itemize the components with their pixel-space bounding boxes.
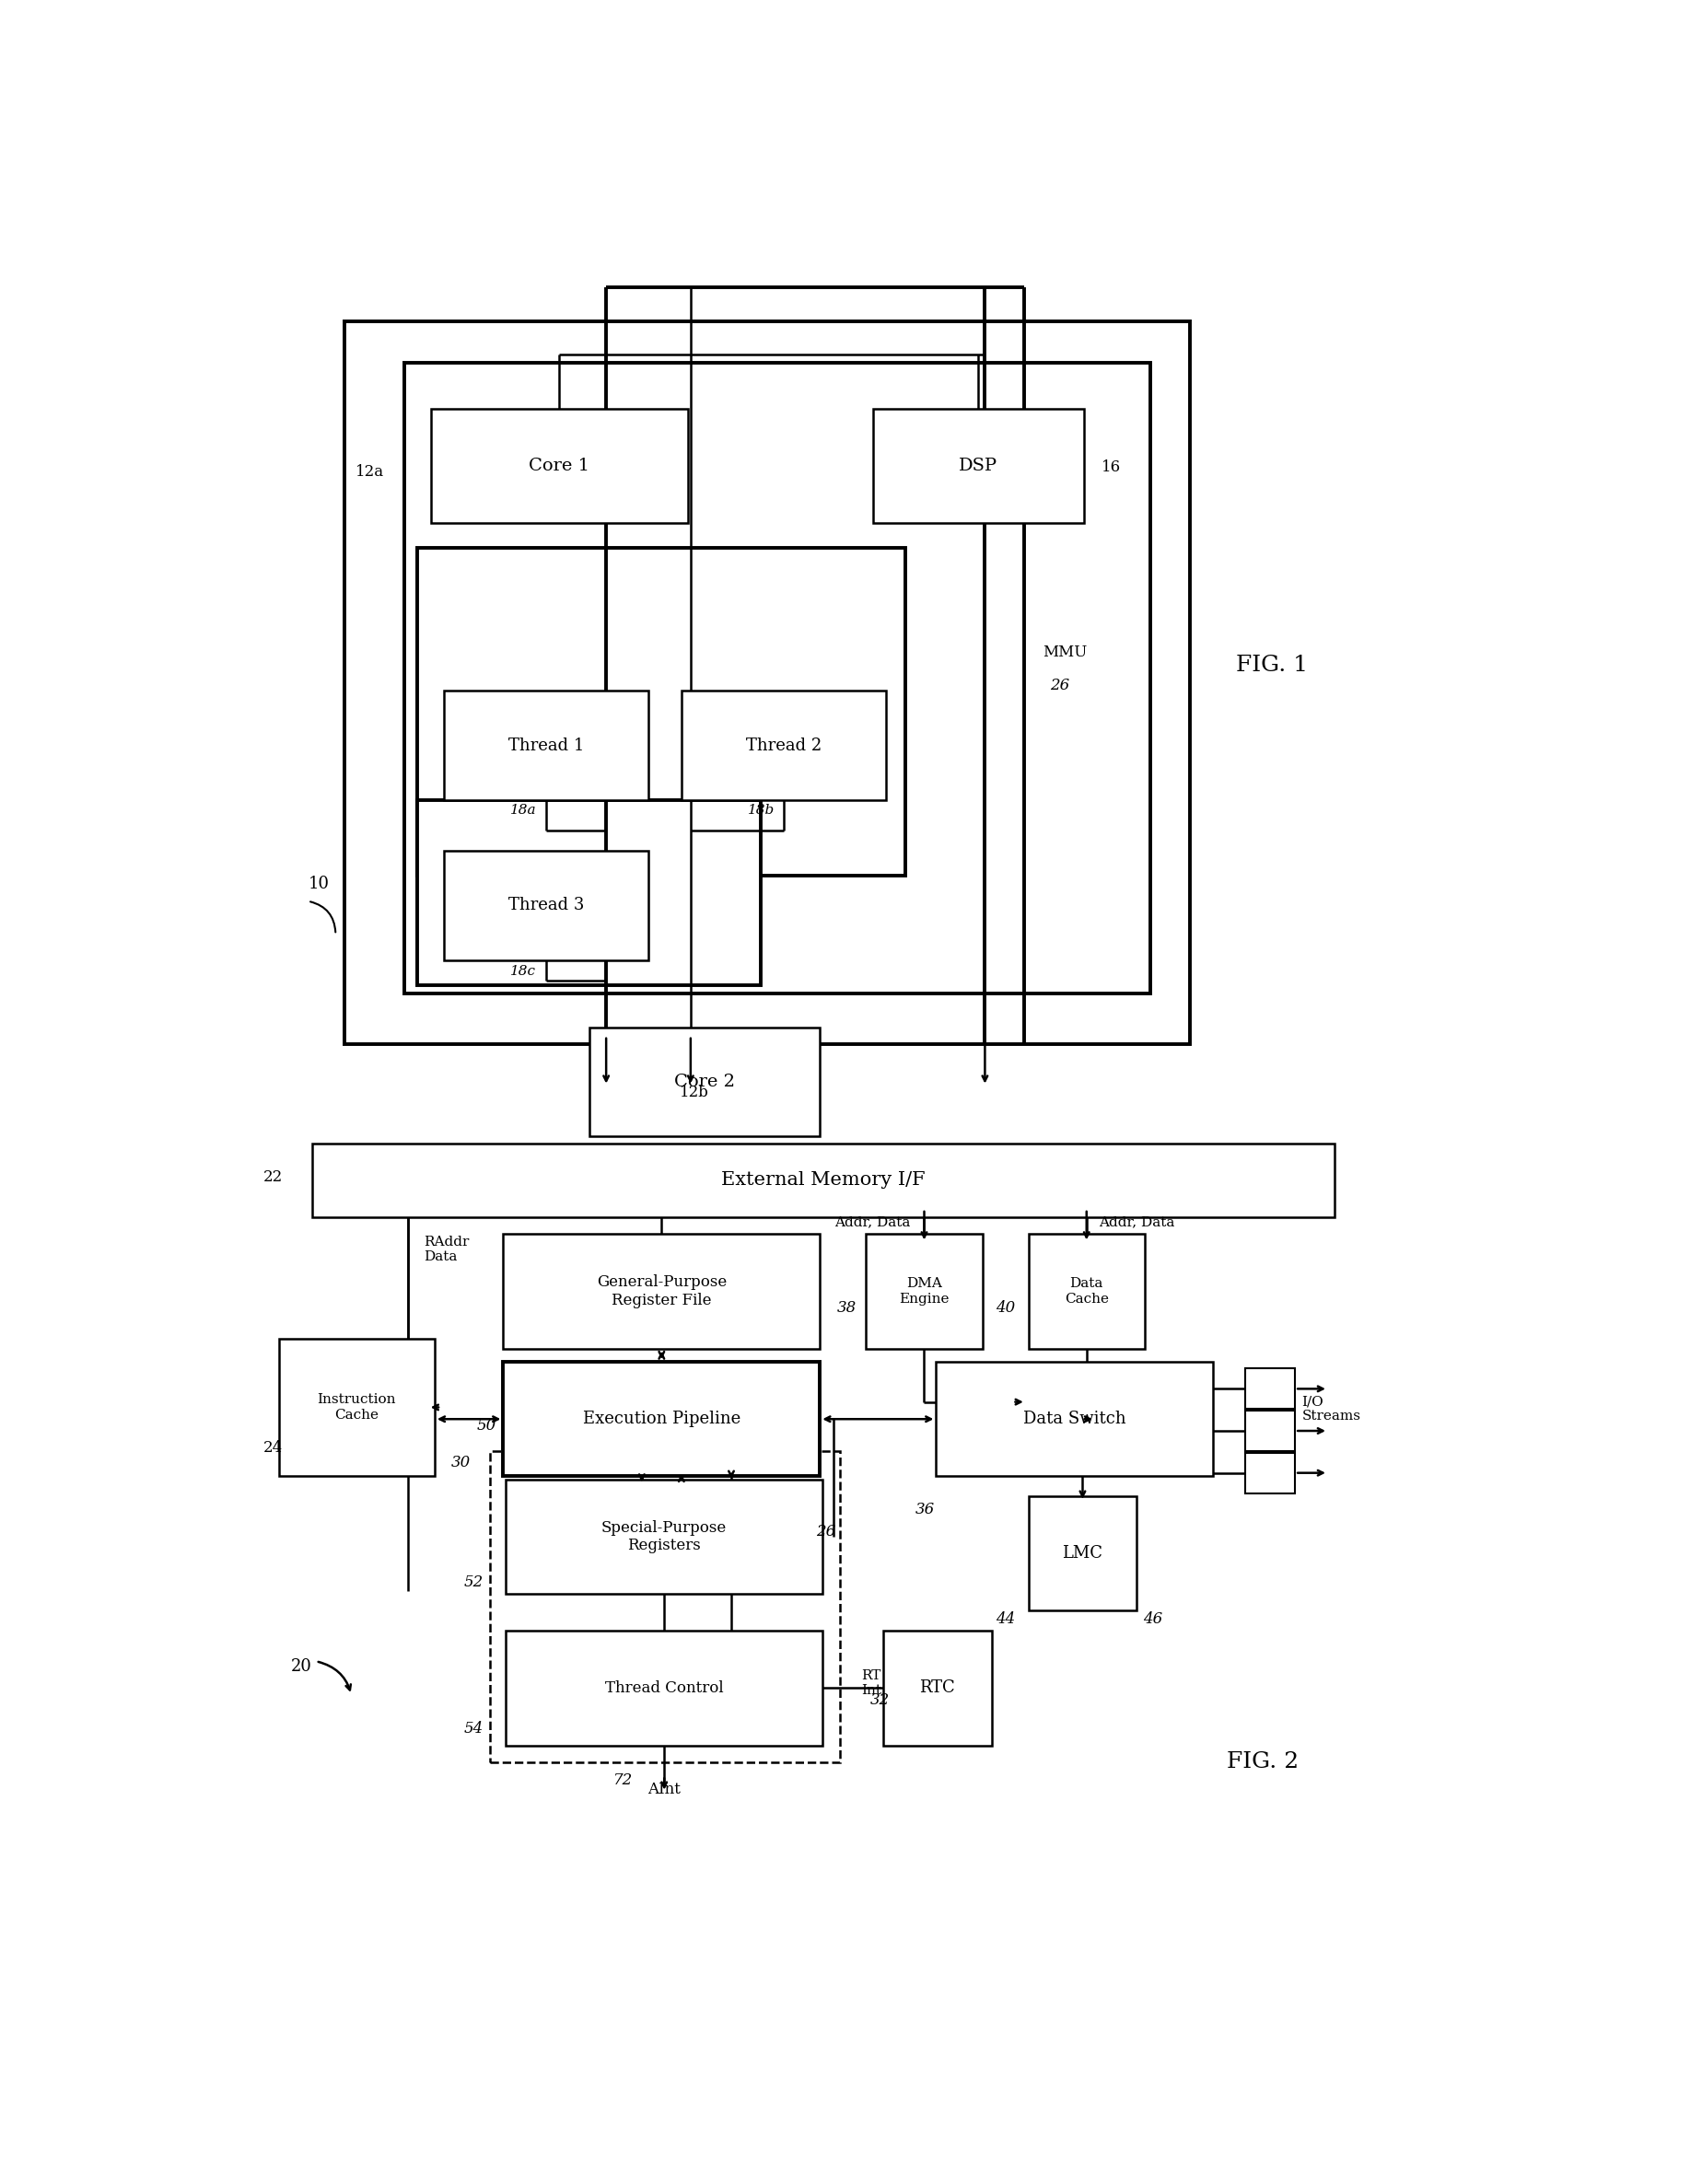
FancyBboxPatch shape xyxy=(936,1363,1212,1476)
Text: 50: 50 xyxy=(477,1417,497,1433)
Text: I/O
Streams: I/O Streams xyxy=(1300,1396,1360,1424)
Text: Execution Pipeline: Execution Pipeline xyxy=(582,1411,740,1428)
Text: Core 1: Core 1 xyxy=(529,456,589,474)
Text: RT
Int: RT Int xyxy=(861,1669,880,1697)
FancyBboxPatch shape xyxy=(311,1142,1334,1216)
Text: Data
Cache: Data Cache xyxy=(1064,1278,1108,1306)
Text: External Memory I/F: External Memory I/F xyxy=(722,1171,924,1188)
Text: 40: 40 xyxy=(996,1299,1014,1317)
Text: 22: 22 xyxy=(262,1168,283,1184)
FancyBboxPatch shape xyxy=(589,1026,820,1136)
Text: Thread Control: Thread Control xyxy=(604,1679,723,1697)
Text: 12a: 12a xyxy=(356,465,385,480)
Text: LMC: LMC xyxy=(1062,1546,1103,1562)
FancyBboxPatch shape xyxy=(1244,1369,1295,1409)
Text: 18a: 18a xyxy=(509,804,536,817)
Text: Data Switch: Data Switch xyxy=(1023,1411,1125,1428)
Text: Addr, Data: Addr, Data xyxy=(834,1216,911,1230)
Text: AInt: AInt xyxy=(647,1782,681,1797)
Text: 72: 72 xyxy=(613,1773,631,1789)
FancyBboxPatch shape xyxy=(444,852,648,961)
Text: 26: 26 xyxy=(815,1524,836,1540)
FancyBboxPatch shape xyxy=(403,363,1149,994)
Text: DSP: DSP xyxy=(958,456,997,474)
FancyBboxPatch shape xyxy=(431,408,688,522)
Text: FIG. 2: FIG. 2 xyxy=(1225,1752,1297,1773)
Text: Special-Purpose
Registers: Special-Purpose Registers xyxy=(601,1520,727,1553)
Text: FIG. 1: FIG. 1 xyxy=(1236,655,1307,677)
Text: Instruction
Cache: Instruction Cache xyxy=(317,1393,397,1422)
Text: RAddr
Data: RAddr Data xyxy=(424,1236,470,1262)
FancyBboxPatch shape xyxy=(873,408,1084,522)
Text: 32: 32 xyxy=(870,1693,888,1708)
Text: 18b: 18b xyxy=(747,804,774,817)
Text: Thread 1: Thread 1 xyxy=(507,738,584,753)
Text: 30: 30 xyxy=(451,1455,470,1470)
Text: 16: 16 xyxy=(1101,459,1120,476)
Text: Thread 3: Thread 3 xyxy=(507,898,584,913)
FancyBboxPatch shape xyxy=(1244,1452,1295,1494)
FancyBboxPatch shape xyxy=(417,548,905,876)
FancyBboxPatch shape xyxy=(279,1339,434,1476)
Text: 24: 24 xyxy=(262,1439,283,1455)
Text: RTC: RTC xyxy=(919,1679,955,1697)
FancyBboxPatch shape xyxy=(490,1450,839,1762)
Text: 20: 20 xyxy=(291,1658,311,1675)
Text: 18c: 18c xyxy=(509,965,536,978)
Text: 44: 44 xyxy=(996,1612,1014,1627)
FancyBboxPatch shape xyxy=(444,690,648,799)
FancyBboxPatch shape xyxy=(505,1631,822,1745)
Text: Addr, Data: Addr, Data xyxy=(1098,1216,1174,1230)
FancyBboxPatch shape xyxy=(1028,1496,1135,1612)
FancyBboxPatch shape xyxy=(344,321,1188,1044)
Text: 38: 38 xyxy=(837,1299,856,1317)
FancyBboxPatch shape xyxy=(504,1234,820,1348)
Text: 36: 36 xyxy=(914,1503,934,1518)
Text: General-Purpose
Register File: General-Purpose Register File xyxy=(596,1275,727,1308)
Text: 12b: 12b xyxy=(679,1085,708,1101)
FancyBboxPatch shape xyxy=(681,690,885,799)
Text: DMA
Engine: DMA Engine xyxy=(899,1278,948,1306)
FancyBboxPatch shape xyxy=(883,1631,991,1745)
Text: 10: 10 xyxy=(308,876,328,893)
FancyBboxPatch shape xyxy=(1244,1411,1295,1450)
FancyBboxPatch shape xyxy=(866,1234,982,1348)
Text: 54: 54 xyxy=(463,1721,483,1736)
Text: 46: 46 xyxy=(1142,1612,1162,1627)
Text: Core 2: Core 2 xyxy=(674,1075,735,1090)
FancyBboxPatch shape xyxy=(505,1479,822,1594)
FancyBboxPatch shape xyxy=(504,1363,820,1476)
Text: 52: 52 xyxy=(463,1575,483,1590)
Text: MMU: MMU xyxy=(1042,644,1088,660)
Text: Thread 2: Thread 2 xyxy=(745,738,820,753)
FancyBboxPatch shape xyxy=(417,799,761,985)
Text: 26: 26 xyxy=(1048,677,1069,695)
FancyBboxPatch shape xyxy=(1028,1234,1144,1348)
